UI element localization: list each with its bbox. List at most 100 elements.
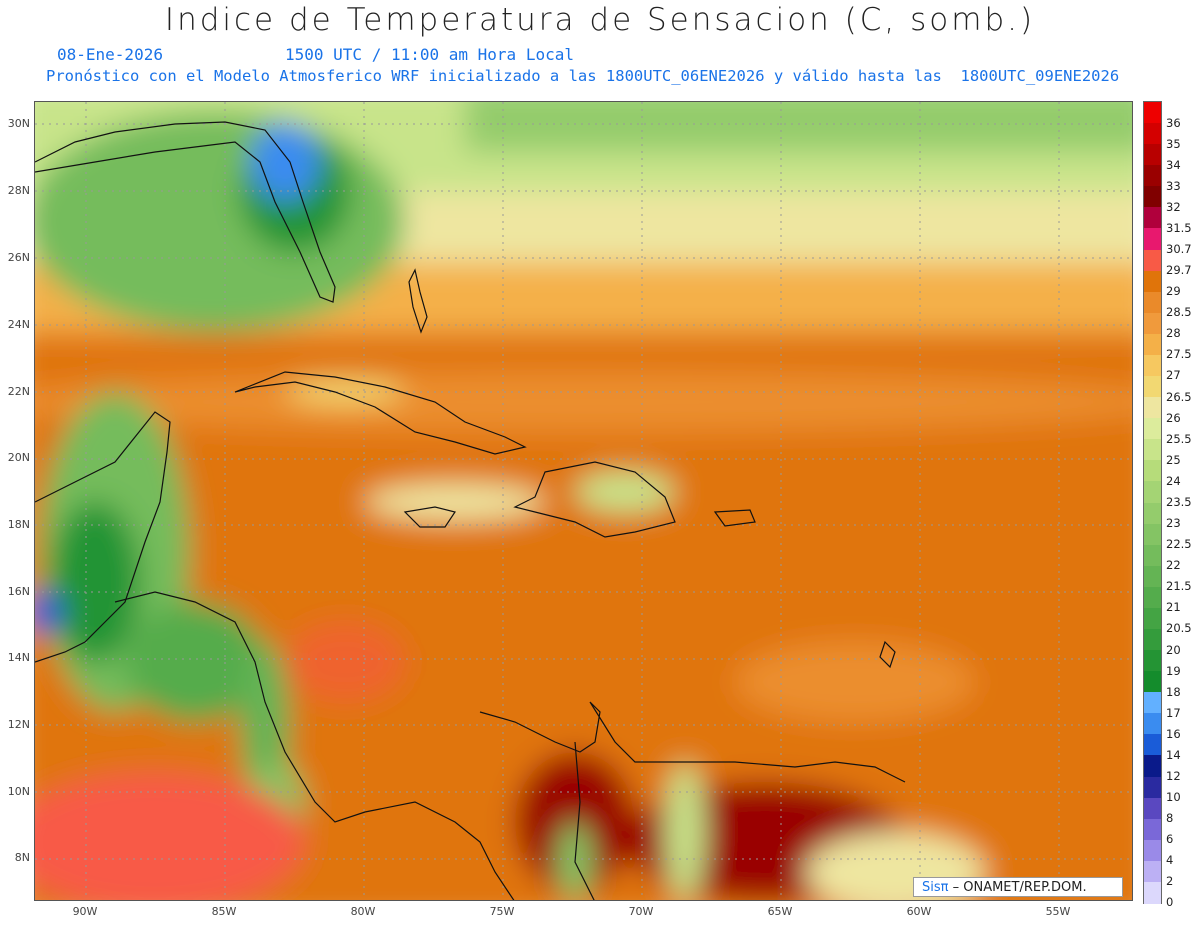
colorbar-cell: [1144, 207, 1161, 230]
colorbar-cell: [1144, 333, 1161, 356]
colorbar-cell: [1144, 881, 1161, 904]
colorbar-cell: [1144, 418, 1161, 440]
colorbar-cell: [1144, 102, 1161, 124]
colorbar-label: 14: [1166, 747, 1181, 762]
lat-label: 28N: [7, 184, 30, 197]
colorbar-cell: [1144, 734, 1161, 757]
forecast-date: 08-Ene-2026: [57, 45, 163, 64]
colorbar-cell: [1144, 123, 1161, 145]
colorbar-cell: [1144, 671, 1161, 693]
colorbar-cell: [1144, 818, 1161, 841]
lon-label: 80W: [350, 905, 376, 918]
colorbar-label: 20.5: [1166, 621, 1192, 636]
colorbar-label: 26: [1166, 410, 1181, 425]
colorbar-label: 29.7: [1166, 263, 1192, 278]
colorbar-cell: [1144, 460, 1161, 482]
colorbar-label: 23: [1166, 516, 1181, 531]
forecast-time: 1500 UTC / 11:00 am Hora Local: [285, 45, 574, 64]
colorbar-label: 0: [1166, 895, 1174, 910]
colorbar-cell: [1144, 397, 1161, 419]
colorbar-label: 22.5: [1166, 537, 1192, 552]
map-title: Indice de Temperatura de Sensacion (C, s…: [164, 2, 1036, 38]
colorbar-label: 12: [1166, 768, 1181, 783]
colorbar-label: 28.5: [1166, 305, 1192, 320]
colorbar-label: 6: [1166, 832, 1174, 847]
lon-label: 75W: [489, 905, 515, 918]
colorbar-cell: [1144, 628, 1161, 651]
colorbar-cell: [1144, 376, 1161, 398]
colorbar-label: 30.7: [1166, 242, 1192, 256]
colorbar-label: 35: [1166, 136, 1181, 151]
colorbar-label: 10: [1166, 790, 1181, 805]
colorbar-label: 17: [1166, 705, 1181, 720]
colorbar-cell: [1144, 776, 1161, 799]
colorbar-cell: [1144, 713, 1161, 735]
colorbar-label: 4: [1166, 853, 1174, 868]
colorbar-cell: [1144, 502, 1161, 525]
lat-label: 16N: [7, 585, 30, 598]
lon-label: 70W: [628, 905, 654, 918]
colorbar-cell: [1144, 797, 1161, 820]
colorbar-cell: [1144, 291, 1161, 314]
colorbar-cell: [1144, 586, 1161, 609]
credit-org: – ONAMET/REP.DOM.: [948, 880, 1087, 895]
colorbar-label: 27: [1166, 368, 1181, 383]
colorbar-label: 29: [1166, 284, 1181, 299]
colorbar-label: 34: [1166, 157, 1181, 172]
colorbar-label: 27.5: [1166, 347, 1192, 362]
colorbar-label: 26.5: [1166, 389, 1192, 404]
colorbar-cell: [1144, 650, 1161, 672]
colorbar-cell: [1144, 270, 1161, 293]
lon-label: 85W: [211, 905, 237, 918]
colorbar-label: 23.5: [1166, 494, 1192, 509]
lat-label: 14N: [7, 651, 30, 664]
lat-label: 10N: [7, 785, 30, 798]
model-info: Pronóstico con el Modelo Atmosferico WRF…: [46, 67, 1120, 85]
lat-label: 8N: [14, 851, 30, 864]
colorbar-cell: [1144, 165, 1161, 187]
credit-brand: Sisπ: [922, 880, 949, 895]
colorbar-label: 31.5: [1166, 220, 1192, 235]
colorbar: [1143, 101, 1162, 904]
lat-label: 18N: [7, 518, 30, 531]
lat-label: 24N: [7, 318, 30, 331]
lon-label: 90W: [72, 905, 98, 918]
colorbar-label: 21.5: [1166, 579, 1192, 594]
colorbar-cell: [1144, 755, 1161, 778]
colorbar-label: 21: [1166, 600, 1181, 615]
colorbar-cell: [1144, 312, 1161, 335]
lon-label: 55W: [1045, 905, 1071, 918]
lat-label: 30N: [7, 117, 30, 130]
colorbar-cell: [1144, 523, 1161, 546]
colorbar-cell: [1144, 228, 1161, 251]
colorbar-label: 19: [1166, 663, 1181, 678]
colorbar-label: 24: [1166, 473, 1181, 488]
colorbar-label: 25: [1166, 452, 1181, 467]
lat-label: 12N: [7, 718, 30, 731]
heat-index-field: [35, 102, 1132, 900]
colorbar-label: 36: [1166, 115, 1181, 130]
colorbar-label: 8: [1166, 811, 1174, 826]
colorbar-cell: [1144, 860, 1161, 883]
colorbar-cell: [1144, 439, 1161, 461]
colorbar-label: 25.5: [1166, 431, 1192, 446]
colorbar-label: 2: [1166, 874, 1174, 889]
colorbar-cell: [1144, 544, 1161, 567]
colorbar-label: 33: [1166, 178, 1181, 193]
lat-label: 22N: [7, 385, 30, 398]
lon-label: 60W: [906, 905, 932, 918]
colorbar-cell: [1144, 186, 1161, 208]
colorbar-cell: [1144, 692, 1161, 714]
lat-label: 20N: [7, 451, 30, 464]
colorbar-cell: [1144, 144, 1161, 166]
colorbar-label: 32: [1166, 199, 1181, 214]
forecast-map[interactable]: [34, 101, 1133, 901]
colorbar-cell: [1144, 354, 1161, 377]
colorbar-cell: [1144, 839, 1161, 862]
credit-box: Sisπ – ONAMET/REP.DOM.: [913, 877, 1123, 897]
colorbar-cell: [1144, 249, 1161, 272]
colorbar-label: 20: [1166, 642, 1181, 657]
lon-label: 65W: [767, 905, 793, 918]
colorbar-cell: [1144, 565, 1161, 588]
colorbar-label: 18: [1166, 684, 1181, 699]
